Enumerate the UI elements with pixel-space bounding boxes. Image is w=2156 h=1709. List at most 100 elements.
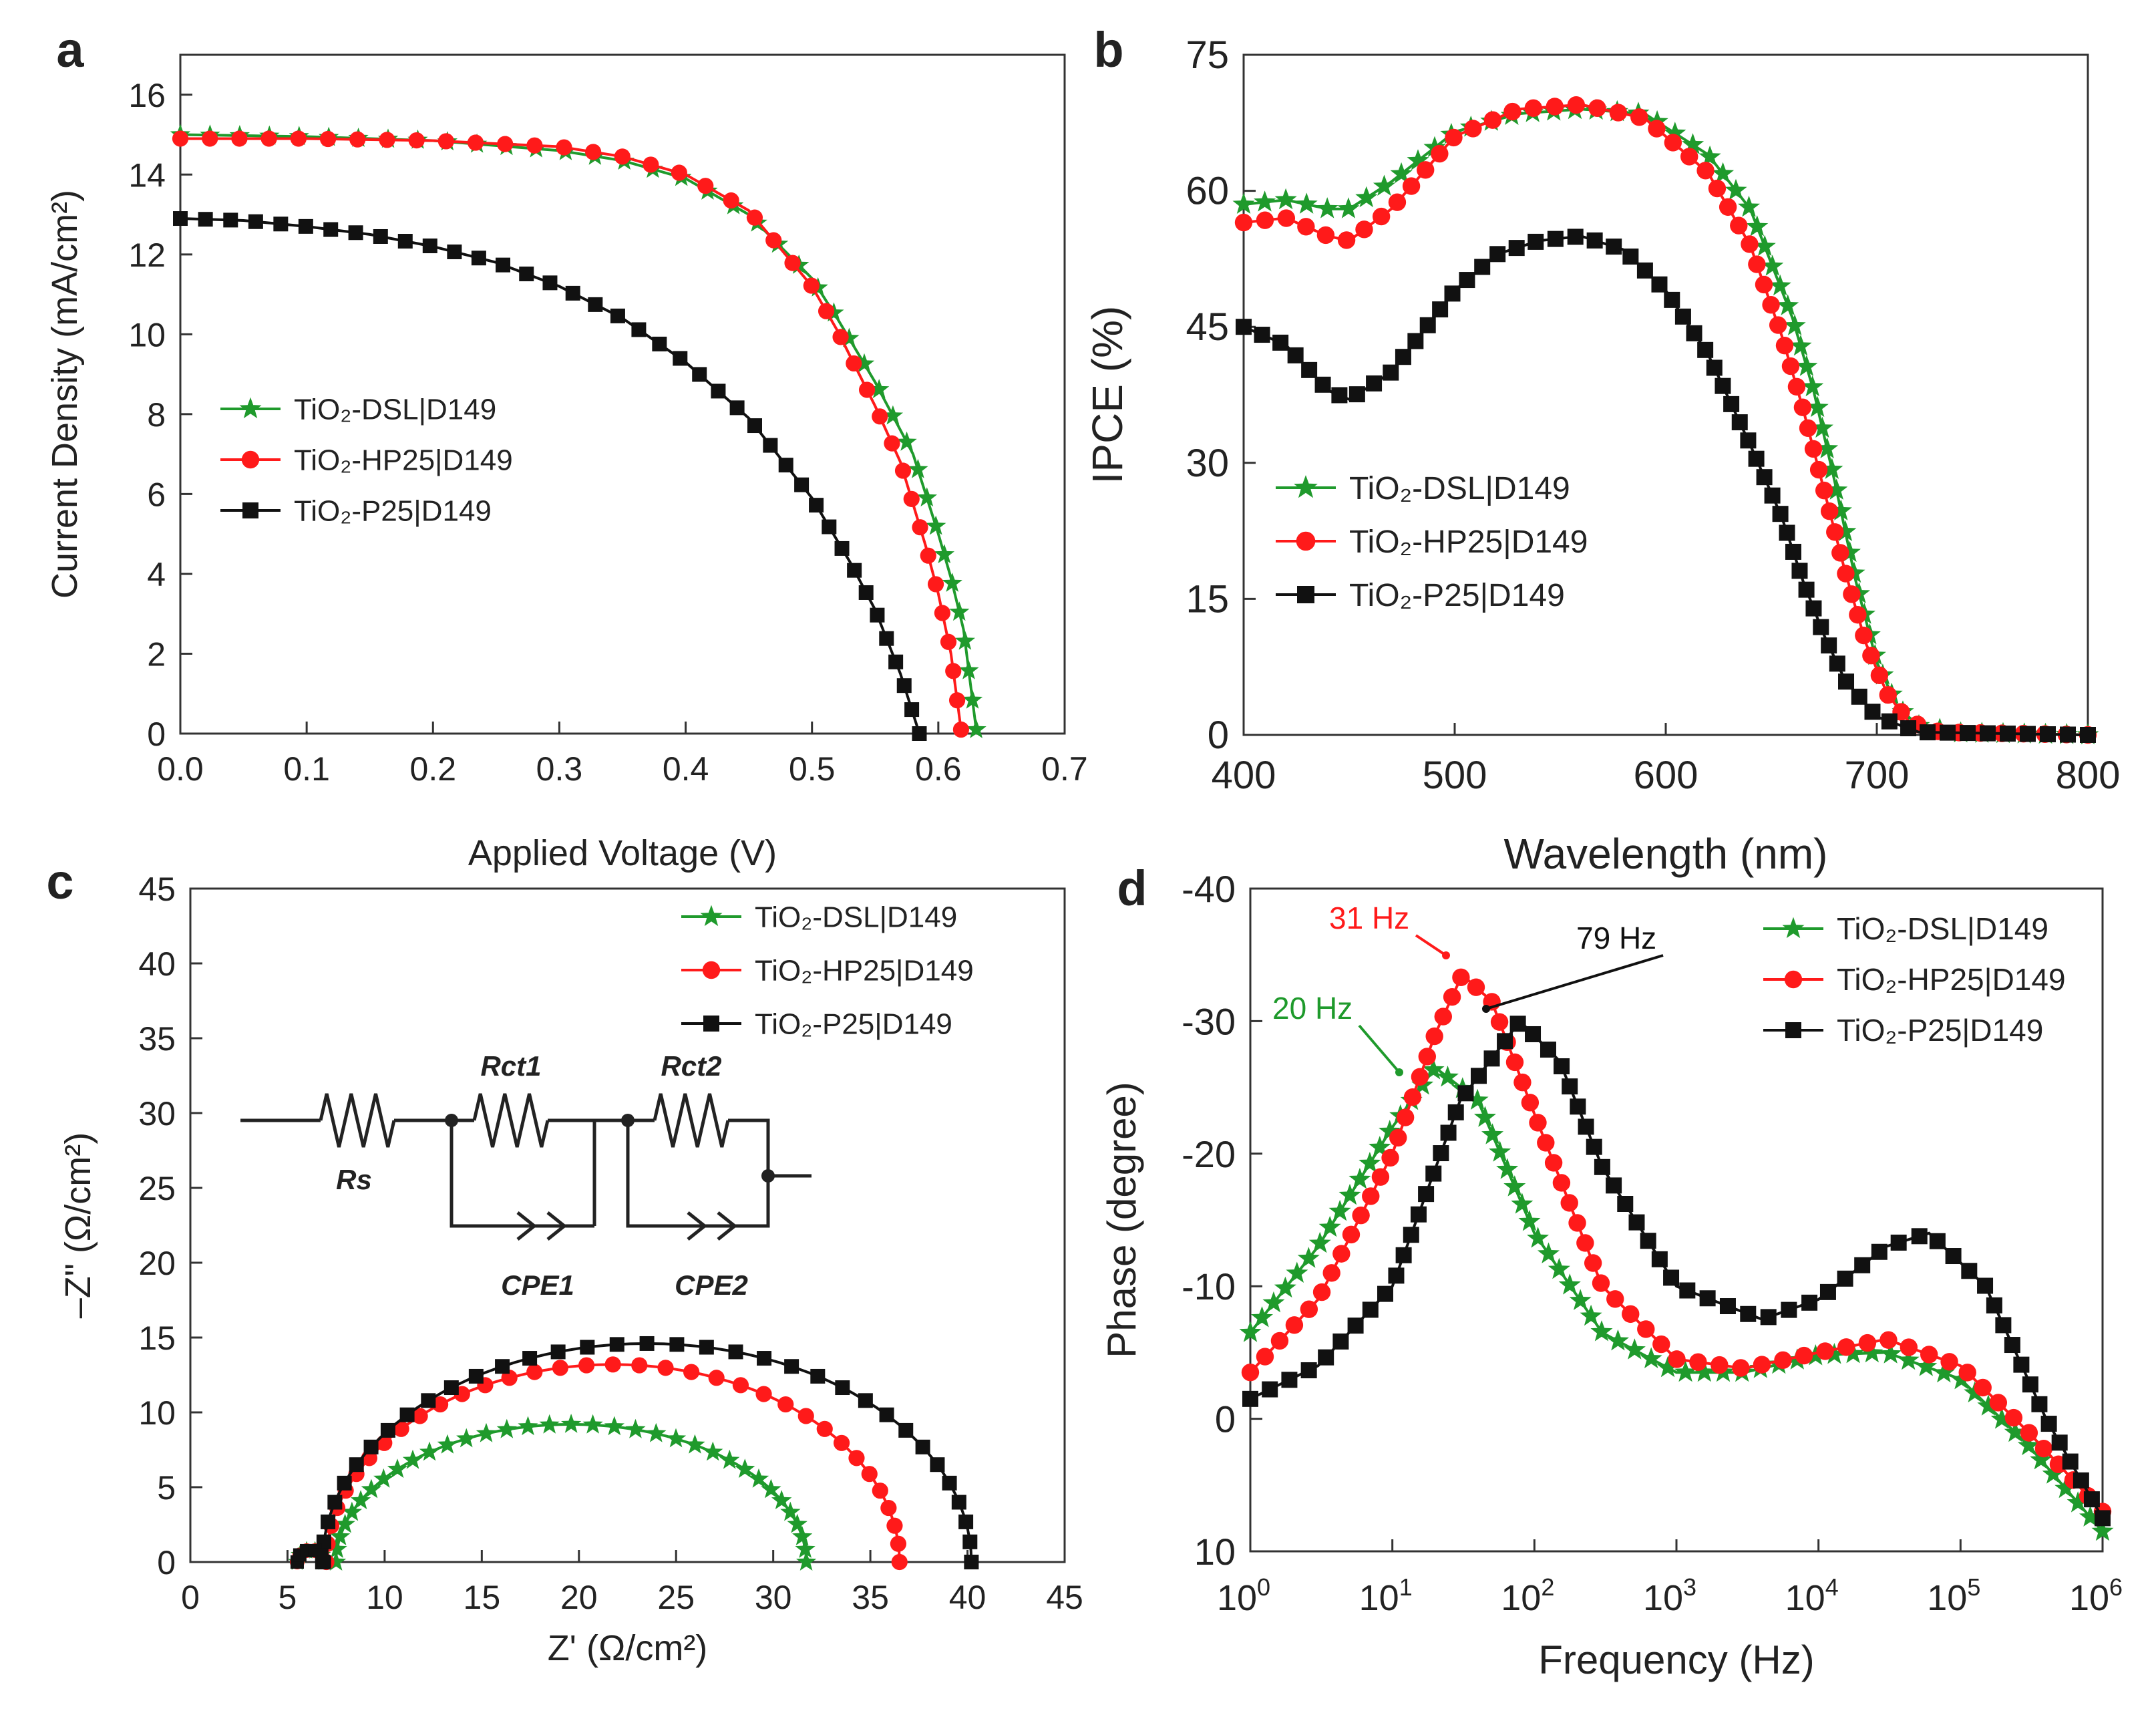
data-point	[763, 438, 778, 453]
data-point	[966, 719, 986, 738]
data-point	[846, 355, 862, 372]
data-point	[2073, 1472, 2089, 1489]
label-rs: Rs	[336, 1164, 372, 1195]
data-point	[810, 1368, 826, 1384]
data-point	[1879, 1342, 1902, 1364]
data-point	[1381, 1148, 1399, 1167]
data-point	[1945, 1248, 1962, 1265]
data-point	[1464, 120, 1482, 138]
data-point	[327, 1539, 347, 1558]
data-point	[1801, 375, 1824, 397]
data-point	[1337, 197, 1360, 218]
data-point	[399, 1407, 415, 1422]
data-point	[685, 1434, 705, 1454]
data-point	[697, 178, 714, 194]
data-point	[735, 1458, 755, 1479]
data-point	[341, 1501, 363, 1521]
panel-a: 0.0 0.1 0.2 0.3 0.4 0.5 0.6 0.7 0 2 4 6 8 10 12 14 16 App…	[45, 22, 1088, 873]
y-tick-label: 30	[138, 1095, 176, 1132]
data-point	[2013, 1356, 2030, 1373]
x-tick-label: 0	[181, 1579, 200, 1616]
data-point	[1761, 255, 1784, 276]
data-point	[1986, 1297, 2002, 1313]
data-point	[2004, 1337, 2020, 1354]
data-point	[1576, 1234, 1594, 1252]
x-tick-label: 800	[2056, 754, 2121, 797]
data-point	[2067, 1491, 2089, 1513]
data-point	[711, 383, 726, 399]
data-point	[1725, 178, 1747, 200]
data-point	[1977, 1277, 1994, 1294]
label-cpe2: CPE2	[675, 1269, 748, 1301]
data-point	[402, 1449, 423, 1469]
data-point	[631, 1357, 648, 1374]
data-point	[1753, 1356, 1771, 1374]
data-point	[1529, 1114, 1547, 1132]
wire	[728, 1118, 812, 1178]
data-point	[755, 1386, 772, 1402]
equivalent-circuit: Rs Rct1 Rct2 CPE1 CPE2	[240, 1050, 812, 1301]
data-point	[894, 462, 912, 479]
y-tick-label: 0	[1215, 1398, 1236, 1440]
data-point	[2030, 1448, 2052, 1470]
data-point	[1890, 1234, 1907, 1251]
data-point	[940, 633, 957, 650]
data-point	[719, 1449, 740, 1469]
data-point	[951, 1495, 966, 1510]
data-point	[1823, 1343, 1845, 1364]
data-point	[1554, 1058, 1570, 1074]
data-point	[1663, 1269, 1680, 1286]
y-tick-label: -20	[1182, 1133, 1236, 1175]
legend-label: TiO₂-DSL|D149	[1837, 911, 2048, 946]
data-point	[397, 234, 413, 249]
data-point	[273, 216, 289, 232]
data-point	[665, 1428, 687, 1448]
data-point	[646, 1422, 667, 1442]
data-point	[729, 400, 745, 416]
data-point	[930, 1457, 945, 1472]
data-point	[1402, 177, 1421, 195]
data-point	[1980, 725, 1996, 742]
legend-label: TiO₂-DSL|D149	[294, 393, 496, 426]
data-point	[1513, 1073, 1532, 1092]
data-point	[379, 132, 395, 148]
y-tick-label: 30	[1186, 442, 1229, 485]
data-point	[1316, 197, 1338, 218]
label-cpe1: CPE1	[501, 1269, 574, 1301]
data-point	[869, 379, 890, 399]
data-point	[1881, 713, 1898, 730]
data-point	[1295, 192, 1318, 214]
data-point	[708, 1370, 725, 1386]
data-point	[757, 1351, 772, 1366]
data-point	[1590, 1320, 1613, 1342]
data-point	[550, 1344, 566, 1360]
data-point	[1371, 1168, 1390, 1186]
data-point	[1525, 1026, 1542, 1042]
data-point	[585, 144, 602, 160]
data-point	[380, 1422, 395, 1438]
data-point	[1562, 1078, 1578, 1095]
data-point	[1628, 1214, 1645, 1231]
data-point	[1711, 1356, 1729, 1374]
data-point	[526, 1364, 543, 1380]
x-tick-label: 15	[464, 1579, 501, 1616]
data-point	[1586, 1138, 1602, 1155]
y-tick-label: 10	[1194, 1531, 1236, 1573]
data-point	[2040, 726, 2056, 743]
data-point	[747, 418, 762, 434]
data-point	[778, 458, 793, 473]
x-tick-exponent: 4	[1825, 1573, 1839, 1601]
data-point	[1831, 544, 1849, 562]
data-point	[1362, 1301, 1379, 1318]
data-point	[1337, 231, 1356, 249]
data-point	[1816, 1342, 1834, 1360]
data-point	[787, 1513, 807, 1533]
data-point	[580, 1340, 595, 1355]
legend-marker	[702, 961, 721, 979]
data-point	[858, 381, 876, 398]
data-point	[1664, 134, 1682, 152]
data-point	[1490, 1013, 1509, 1031]
series-line	[180, 217, 921, 734]
data-point	[1730, 216, 1748, 235]
data-point	[1407, 333, 1424, 349]
